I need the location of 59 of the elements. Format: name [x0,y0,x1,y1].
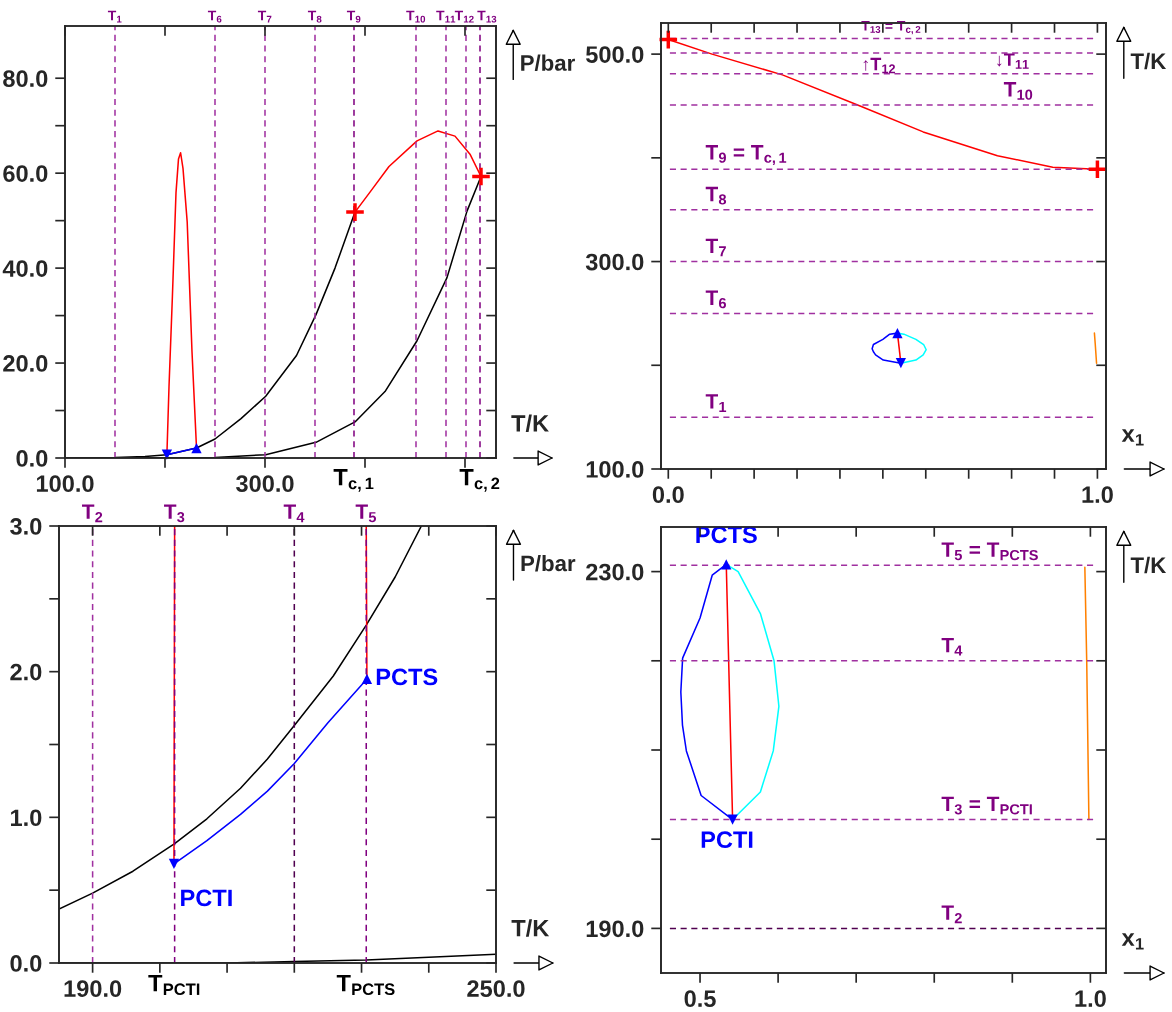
x-axis-title: T/K [511,414,549,432]
x-tick-label: 190.0 [64,980,122,998]
x-tick-label: 1.0 [1075,990,1106,1008]
ref-line-label: T$_{13}$ [477,10,497,23]
ref-line-label: T$_{8}$ [307,10,322,23]
y-tick-label: 80.0 [3,70,48,88]
y-tick-label: 230.0 [586,563,644,581]
ref-line-label: T$_{1}$ [705,394,727,412]
annotation: T$_{PCTI}$ [148,974,200,996]
y-tick-label: 100.0 [586,461,644,478]
y-axis-title: T/K [1130,52,1167,70]
annotation: T$_{c,1}$ [333,469,374,492]
ref-line-label: T$_{8}$ [705,186,727,205]
ref-line-label: T$_{7}$ [257,10,272,23]
y-tick-label: 60.0 [3,165,48,182]
ref-line-label: T$_{5}$ = T$_{PCTS}$ [941,542,1038,561]
ref-line-label: T$_{10}$ [1003,82,1033,100]
x-tick-label: 0.5 [684,990,716,1008]
y-tick-label: 500.0 [585,46,644,63]
annotation: PCTS [376,668,438,686]
annotation: PCTI [701,831,753,849]
x-tick-label: 250.0 [467,980,525,998]
y-tick-label: 40.0 [2,260,48,277]
ref-line-label: T$_{3}$ [164,504,185,523]
y-axis-title: P/bar [521,554,576,572]
ref-line-label: T$_{4}$ [941,637,963,656]
x-axis-title: T/K [511,919,550,937]
ref-line-label: ↑T$_{12}$ [863,57,896,74]
x-axis-title: x$_{1}$ [1121,429,1144,446]
y-axis-title: P/bar [521,54,575,72]
y-tick-label: 190.0 [586,920,644,938]
annotation: T$_{c,2}$ [459,469,500,492]
y-tick-label: 20.0 [3,355,48,372]
ref-line-label: T$_{2}$ [941,905,962,924]
ref-line-label: T$_{11}$ [436,10,456,23]
y-tick-label: 0.0 [10,955,42,972]
ref-line-label: T$_{10}$ [406,10,426,23]
y-tick-label: 300.0 [585,253,644,271]
ref-line-label: T$_{5}$ [355,504,377,523]
ref-line-label: T$_{3}$ = T$_{PCTI}$ [941,796,1032,815]
ref-line-label: T$_{6}$ [705,290,726,309]
ref-line-label: T$_{9}$ [346,10,361,23]
ref-line-label: T$_{9}$ = T$_{c,1}$ [705,145,787,165]
ref-line-label: T$_{7}$ [705,238,726,257]
x-axis-title: x$_{1}$ [1121,933,1144,950]
ref-line-label: T$_{6}$ [207,10,222,23]
annotation: PCTI [181,889,232,907]
y-tick-label: 2.0 [10,663,42,681]
annotation: T$_{PCTS}$ [336,974,395,996]
ref-line-label: T$_{4}$ [283,504,305,523]
y-tick-label: 0.0 [16,450,48,467]
ref-line-label: T$_{1}$ [107,10,122,23]
ref-line-label: T$_{2}$ [82,504,103,523]
ref-line-label: ↓T$_{11}$ [997,53,1029,69]
ref-line-label: T$_{12}$ [454,10,474,23]
y-axis-title: T/K [1130,556,1167,574]
y-tick-label: 1.0 [11,809,42,827]
annotation: PCTS [696,526,757,544]
y-tick-label: 3.0 [10,518,42,535]
